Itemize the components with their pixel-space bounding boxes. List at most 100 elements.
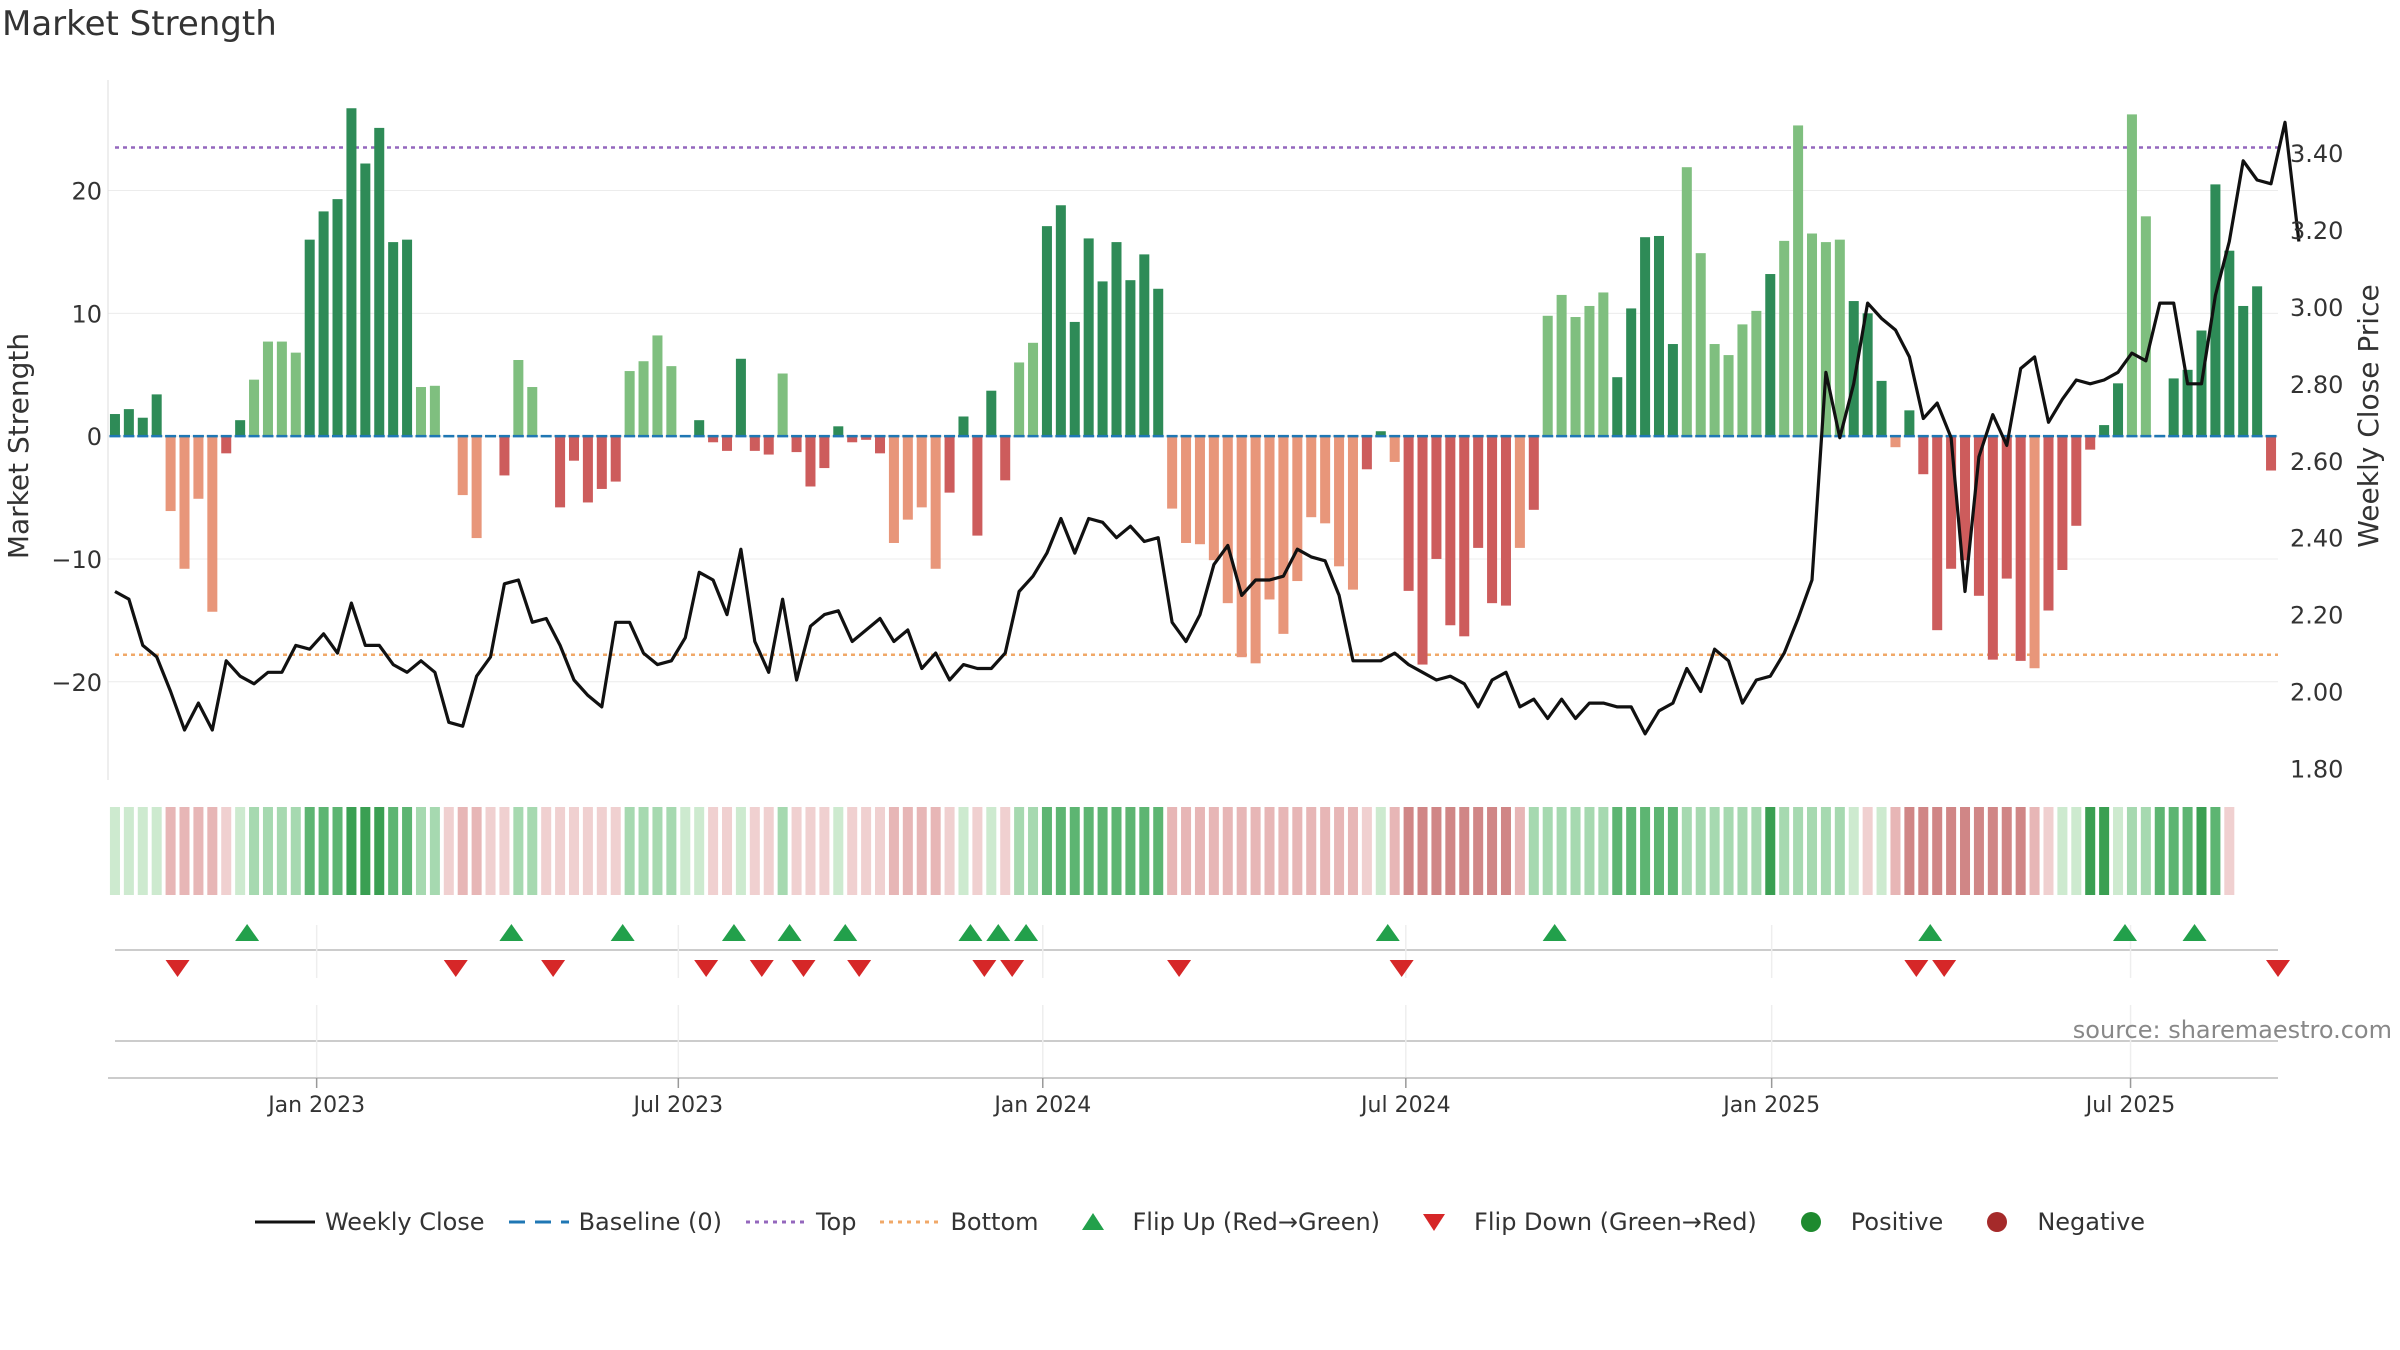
regime-cell [262, 807, 273, 895]
flip-up-marker [2112, 924, 2137, 941]
strength-bar [1793, 125, 1804, 437]
regime-cell [1626, 807, 1637, 895]
x-tick-label: Jan 2025 [1721, 1093, 1820, 1118]
regime-cell [721, 807, 733, 895]
strength-bar [1041, 226, 1052, 437]
regime-cell [457, 807, 468, 895]
strength-bar [1695, 253, 1706, 437]
regime-cell [2210, 807, 2221, 895]
strength-bar [2029, 436, 2040, 669]
regime-cell [304, 807, 315, 895]
regime-cell [193, 807, 204, 895]
legend-label: Negative [2037, 1208, 2146, 1236]
strength-bar [944, 436, 955, 493]
regime-cell [1487, 807, 1498, 895]
y-axis-label: Market Strength [2, 333, 35, 559]
regime-cell [1375, 807, 1386, 895]
regime-cell [290, 807, 301, 895]
strength-bar [1500, 436, 1511, 606]
regime-cell [1987, 807, 1998, 895]
strength-bar [1222, 436, 1233, 604]
strength-bar [374, 127, 385, 437]
regime-cell [875, 807, 886, 895]
flip-down-marker [749, 960, 774, 977]
regime-cell [1960, 807, 1971, 895]
legend-symbol [1800, 1212, 1821, 1232]
regime-cell [1556, 807, 1567, 895]
regime-cell [2182, 807, 2193, 895]
regime-cell [1584, 807, 1595, 895]
regime-cell [1890, 807, 1901, 895]
strength-bar [1236, 436, 1247, 658]
x-tick-label: Jan 2023 [266, 1093, 365, 1118]
strength-bar [1459, 436, 1470, 637]
strength-bar [207, 436, 218, 612]
regime-cell [1208, 807, 1219, 895]
strength-bar [1194, 436, 1205, 545]
regime-cell [1139, 807, 1150, 895]
strength-bar [360, 163, 371, 437]
flip-up-marker [610, 924, 635, 941]
strength-bar [165, 436, 176, 512]
legend-symbol [1423, 1214, 1446, 1231]
regime-cell [1445, 807, 1456, 895]
x-tick-label: Jul 2023 [632, 1093, 724, 1118]
regime-cell [1834, 807, 1845, 895]
regime-cell [624, 807, 635, 895]
regime-cell [1403, 807, 1414, 895]
regime-cell [1055, 807, 1066, 895]
regime-cell [2113, 807, 2124, 895]
regime-cell [2001, 807, 2012, 895]
legend-symbol [1987, 1212, 2008, 1232]
strength-bar [930, 436, 941, 569]
strength-bar [1208, 436, 1219, 561]
strength-bar [861, 436, 872, 440]
regime-cell [541, 807, 552, 895]
strength-bar [1987, 436, 1998, 660]
regime-cell [2154, 807, 2165, 895]
strength-bar [1737, 324, 1748, 437]
strength-bar [1681, 167, 1692, 437]
strength-bar [1028, 342, 1039, 437]
strength-bar [610, 436, 621, 482]
strength-bar [1125, 280, 1136, 437]
legend-item: Weekly Close [254, 1208, 485, 1236]
flip-down-marker [1932, 960, 1957, 977]
strength-bar [2266, 436, 2277, 471]
strength-bar [2224, 250, 2235, 437]
strength-bar [1612, 377, 1623, 437]
strength-bar [1779, 240, 1790, 437]
regime-cell [318, 807, 329, 895]
regime-cell [1417, 807, 1428, 895]
strength-bar [2057, 436, 2068, 570]
regime-cell [415, 807, 426, 895]
regime-cell [1069, 807, 1080, 895]
strength-bar [1667, 344, 1678, 437]
strength-bar [805, 436, 816, 487]
strength-bar [499, 436, 510, 476]
y-tick-label: 20 [71, 178, 102, 206]
regime-cell [388, 807, 399, 895]
regime-cell [861, 807, 872, 895]
regime-cell [666, 807, 677, 895]
regime-cell [527, 807, 538, 895]
strength-bar [193, 436, 204, 499]
regime-cell [1028, 807, 1039, 895]
regime-cell [2057, 807, 2068, 895]
strength-bar [1834, 239, 1845, 437]
regime-cell [1640, 807, 1651, 895]
regime-cell [916, 807, 927, 895]
y-tick-label: 0 [87, 423, 102, 451]
flip-up-marker [986, 924, 1011, 941]
strength-bar [1334, 436, 1345, 567]
legend-label: Weekly Close [324, 1208, 485, 1236]
strength-bar [749, 436, 760, 451]
legend: Weekly Close Baseline (0) Top Bottom Flip Up… [0, 1208, 2400, 1236]
strength-bar [221, 436, 232, 454]
flip-up-marker [1014, 924, 1039, 941]
flip-up-marker [833, 924, 858, 941]
regime-cell [1292, 807, 1303, 895]
regime-cell [1737, 807, 1748, 895]
strength-bar [2015, 436, 2026, 661]
strength-bar [1320, 436, 1331, 524]
